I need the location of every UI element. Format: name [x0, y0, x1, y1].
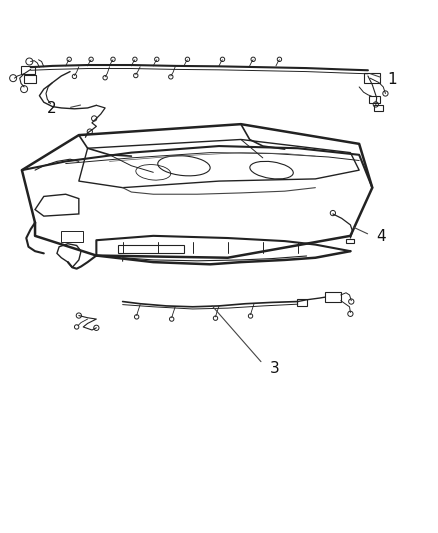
Bar [325, 293, 341, 302]
Bar [61, 231, 83, 243]
Text: 2: 2 [47, 101, 57, 116]
Bar [346, 239, 354, 244]
Bar [24, 75, 36, 83]
Bar [297, 299, 307, 305]
Text: 1: 1 [388, 71, 397, 86]
Text: 3: 3 [269, 361, 279, 376]
Bar [369, 96, 380, 102]
Text: 4: 4 [376, 229, 385, 244]
Bar [374, 106, 383, 110]
Bar [118, 245, 184, 253]
Bar [21, 66, 35, 75]
Bar [364, 74, 380, 83]
